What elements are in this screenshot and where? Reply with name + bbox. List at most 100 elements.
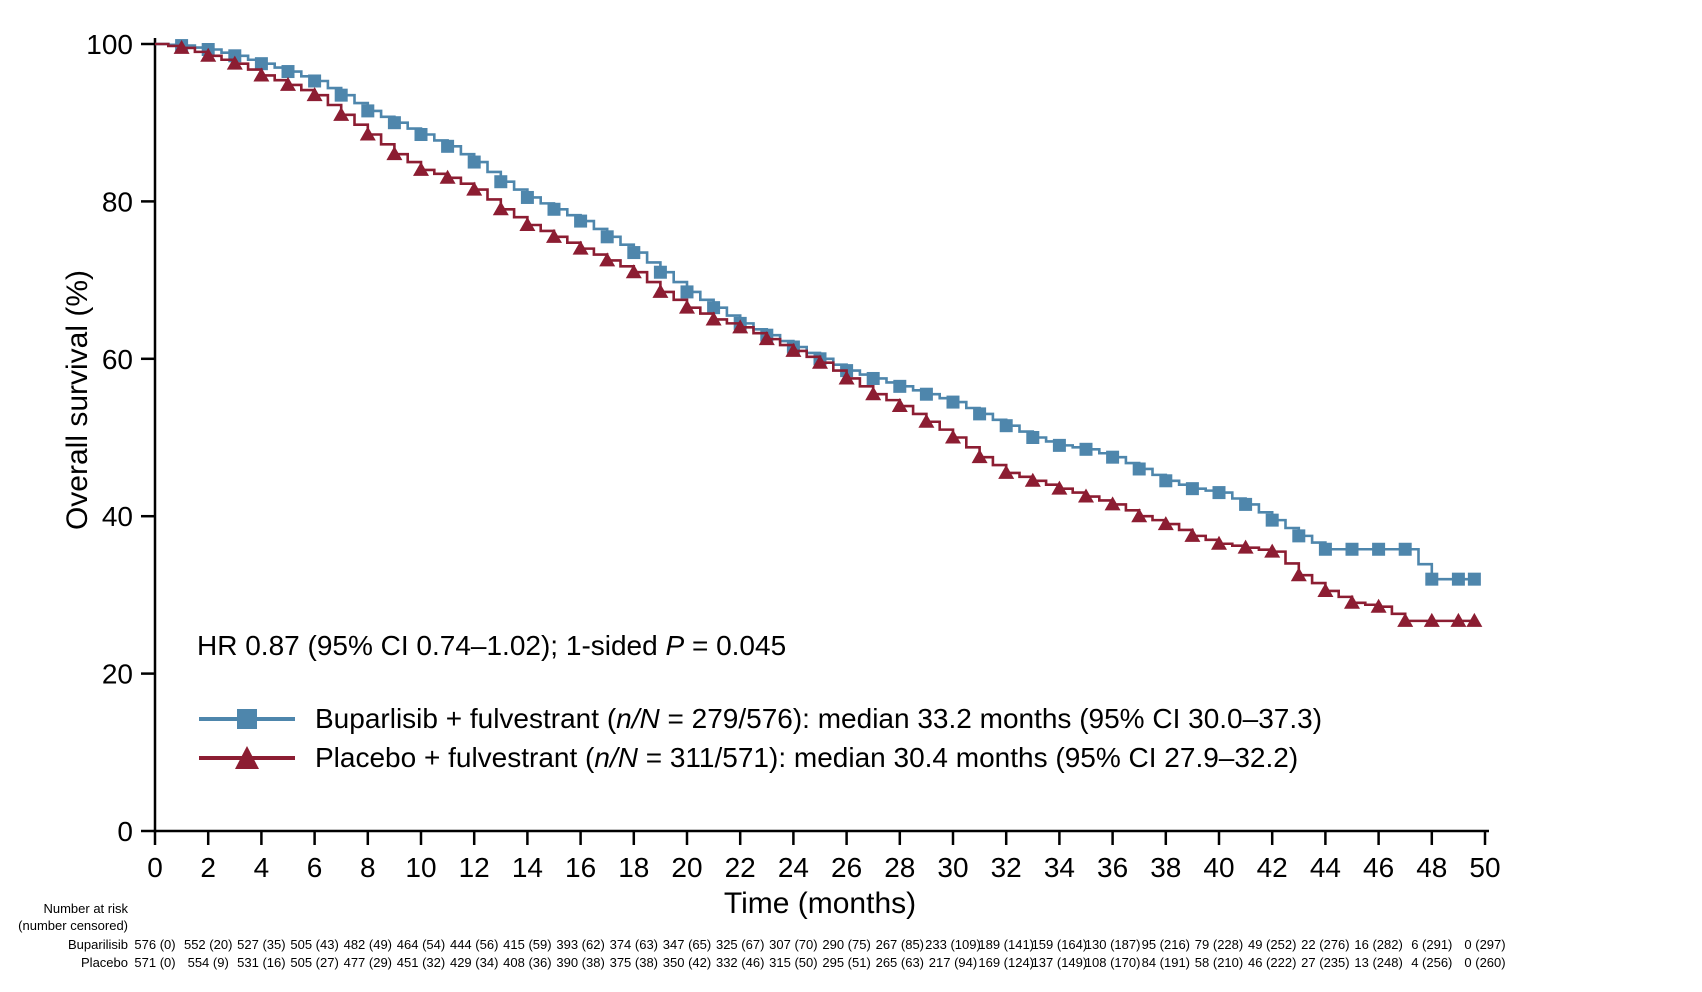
- censor-square-marker: [1159, 474, 1173, 488]
- censor-square-marker: [1372, 542, 1386, 556]
- censor-triangle-marker: [812, 354, 828, 369]
- buparlisib-line-square-icon: [199, 709, 295, 729]
- censor-triangle-marker: [918, 413, 935, 428]
- censor-square-marker: [1106, 450, 1120, 464]
- censor-square-marker: [334, 88, 348, 102]
- censor-square-marker: [547, 202, 561, 216]
- censor-triangle-marker: [625, 264, 642, 279]
- censor-triangle-marker: [732, 319, 749, 334]
- risk-value-placebo-t18: 375 (38): [609, 955, 659, 970]
- risk-value-buparilisib-t22: 325 (67): [715, 937, 765, 952]
- censor-triangle-marker: [785, 342, 802, 357]
- censor-triangle-marker: [466, 181, 483, 196]
- censor-triangle-marker: [253, 67, 270, 82]
- x-tick-label: 48: [1416, 852, 1447, 883]
- y-tick-label: 20: [102, 659, 133, 690]
- censor-triangle-marker: [386, 146, 403, 161]
- x-tick-label: 4: [254, 852, 270, 883]
- censor-triangle-marker: [1237, 539, 1254, 554]
- risk-value-placebo-t16: 390 (38): [556, 955, 605, 970]
- risk-value-placebo-t20: 350 (42): [662, 955, 712, 970]
- censor-square-marker: [1132, 462, 1146, 476]
- risk-value-buparilisib-t24: 307 (70): [769, 937, 818, 952]
- censor-triangle-marker: [200, 47, 217, 62]
- x-tick-label: 44: [1310, 852, 1341, 883]
- censor-triangle-marker: [173, 39, 190, 54]
- x-tick-label: 16: [565, 852, 596, 883]
- risk-value-placebo-t10: 451 (32): [396, 955, 446, 970]
- censor-triangle-marker: [333, 106, 350, 121]
- censor-square-marker: [361, 104, 375, 118]
- risk-value-placebo-t40: 58 (210): [1194, 955, 1244, 970]
- y-tick-label: 40: [102, 501, 133, 532]
- censor-square-marker: [1425, 572, 1439, 586]
- censor-square-marker: [441, 139, 455, 153]
- risk-value-buparilisib-t30: 233 (109): [925, 937, 981, 952]
- censor-square-marker: [308, 74, 322, 88]
- y-tick-label: 80: [102, 186, 133, 217]
- annotation-text-pre: HR 0.87 (95% CI 0.74–1.02); 1-sided: [197, 630, 666, 661]
- censor-triangle-marker: [652, 283, 669, 298]
- censor-square-marker: [919, 387, 933, 401]
- censor-triangle-marker: [492, 201, 509, 216]
- censor-square-marker: [1026, 431, 1040, 444]
- censor-square-marker: [999, 419, 1013, 433]
- risk-value-buparilisib-t48: 6 (291): [1411, 937, 1453, 952]
- censor-triangle-marker: [1370, 598, 1387, 613]
- censor-square-marker: [1451, 572, 1465, 586]
- risk-value-buparilisib-t34: 159 (164): [1031, 937, 1088, 952]
- risk-value-placebo-t26: 295 (51): [822, 955, 871, 970]
- x-tick-label: 38: [1150, 852, 1181, 883]
- risk-value-buparilisib-t36: 130 (187): [1084, 937, 1141, 952]
- risk-row-label-buparilisib: Buparilisib: [68, 937, 128, 952]
- risk-value-placebo-t28: 265 (63): [875, 955, 925, 970]
- censor-triangle-marker: [413, 161, 429, 176]
- censor-triangle-marker: [705, 311, 722, 326]
- censor-triangle-marker: [280, 76, 296, 91]
- x-axis-title: Time (months): [723, 887, 917, 920]
- risk-value-buparilisib-t20: 347 (65): [662, 937, 712, 952]
- censor-triangle-marker: [599, 252, 616, 267]
- censor-square-marker: [520, 190, 534, 204]
- censor-triangle-marker: [226, 55, 243, 70]
- censor-triangle-marker: [1344, 594, 1360, 609]
- risk-table-header-line2: (number censored): [18, 918, 128, 933]
- censor-square-marker: [1467, 572, 1481, 586]
- x-tick-label: 18: [618, 852, 649, 883]
- censor-triangle-marker: [1423, 612, 1440, 627]
- x-tick-label: 6: [307, 852, 323, 883]
- risk-value-buparilisib-t6: 505 (43): [290, 937, 339, 952]
- x-tick-label: 46: [1363, 852, 1394, 883]
- censor-square-marker: [387, 116, 401, 130]
- censor-square-marker: [1212, 486, 1226, 500]
- censor-triangle-marker: [971, 449, 988, 464]
- legend-placebo-italic: n/N: [594, 742, 638, 773]
- censor-triangle-marker: [891, 398, 908, 413]
- risk-value-placebo-t2: 554 (9): [187, 955, 229, 970]
- censor-square-marker: [680, 285, 694, 299]
- x-tick-label: 34: [1044, 852, 1075, 883]
- x-tick-label: 10: [405, 852, 436, 883]
- censor-triangle-marker: [1078, 488, 1094, 503]
- risk-value-placebo-t24: 315 (50): [769, 955, 818, 970]
- legend-placebo-post: = 311/571): median 30.4 months (95% CI 2…: [637, 742, 1299, 773]
- y-tick-label: 0: [117, 816, 133, 847]
- x-tick-label: 28: [884, 852, 915, 883]
- risk-value-buparilisib-t28: 267 (85): [875, 937, 925, 952]
- censor-triangle-marker: [1290, 567, 1307, 582]
- risk-value-placebo-t22: 332 (46): [715, 955, 765, 970]
- risk-value-placebo-t36: 108 (170): [1084, 955, 1141, 970]
- x-tick-label: 8: [360, 852, 376, 883]
- censor-triangle-marker: [572, 240, 589, 255]
- censor-square-marker: [254, 57, 268, 71]
- legend-label-placebo: Placebo + fulvestrant (n/N = 311/571): m…: [315, 742, 1298, 774]
- y-tick-label: 100: [86, 29, 133, 60]
- risk-value-buparilisib-t8: 482 (49): [343, 937, 393, 952]
- censor-square-marker: [414, 128, 428, 142]
- risk-value-buparilisib-t2: 552 (20): [183, 937, 233, 952]
- x-tick-label: 40: [1203, 852, 1234, 883]
- censor-triangle-marker: [1450, 612, 1467, 627]
- risk-row-label-placebo: Placebo: [81, 955, 128, 970]
